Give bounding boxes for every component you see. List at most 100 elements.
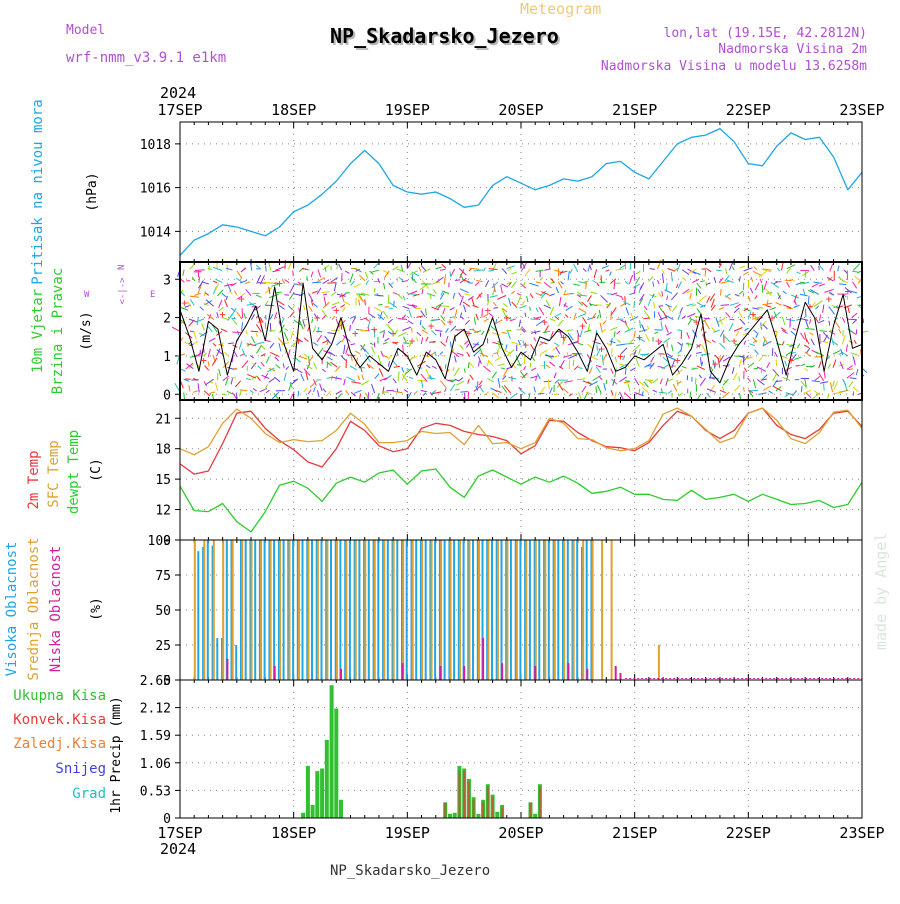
wind-arrow <box>732 267 734 271</box>
footer-station: NP_Skadarsko_Jezero <box>330 863 490 879</box>
wind-arrow <box>726 268 727 274</box>
wind-arrow <box>369 365 374 369</box>
cloud-bar <box>402 663 404 680</box>
wind-arrow <box>279 305 284 309</box>
x-year-bottom: 2024 <box>160 840 196 858</box>
wind-arrow <box>732 367 734 373</box>
wind-arrow <box>266 390 269 393</box>
wind-arrow <box>530 283 539 286</box>
cloud-bar <box>232 540 234 680</box>
wind-arrow <box>707 269 712 272</box>
cloud-bar <box>586 669 588 680</box>
wind-arrow <box>844 382 847 390</box>
wind-gust-marker: + <box>409 335 416 348</box>
cloud-bar <box>355 540 357 680</box>
x-day-label-top: 17SEP <box>157 101 202 119</box>
wind-arrow <box>805 368 809 371</box>
x-day-label-top: 20SEP <box>498 101 543 119</box>
wind-arrow <box>335 366 340 371</box>
wind-arrow <box>440 352 443 355</box>
wind-arrow <box>573 264 577 272</box>
wind-arrow <box>599 310 601 317</box>
wind-arrow <box>293 305 295 309</box>
wind-arrow <box>455 356 457 363</box>
wind-arrow <box>443 308 445 314</box>
wind-arrow <box>806 320 809 328</box>
wind-arrow <box>246 379 251 380</box>
panel-frame-pressure <box>180 122 862 262</box>
wind-arrow <box>748 363 754 368</box>
wind-arrow <box>317 335 322 342</box>
wind-arrow <box>350 366 357 370</box>
cloud-bar <box>283 540 285 680</box>
wind-arrow <box>672 305 676 311</box>
wind-arrow <box>304 305 305 310</box>
wind-arrow <box>819 265 823 270</box>
wind-arrow <box>423 393 426 396</box>
wind-arrow <box>289 383 292 391</box>
wind-arrow <box>374 342 375 347</box>
wind-arrow <box>291 331 294 339</box>
wind-arrow <box>265 323 266 329</box>
cloud-bar <box>241 540 243 680</box>
wind-arrow <box>744 341 745 345</box>
wind-arrow <box>226 268 232 270</box>
wind-arrow <box>227 391 233 394</box>
wind-arrow <box>196 319 205 322</box>
wind-arrow <box>345 271 349 273</box>
cloud-bar <box>472 540 474 680</box>
wind-arrow <box>309 306 313 312</box>
wind-arrow <box>256 333 257 337</box>
wind-arrow <box>495 357 501 361</box>
wind-arrow <box>284 332 288 341</box>
cloud-bar <box>557 540 559 680</box>
y-tick-label: 3 <box>163 273 171 288</box>
precip-bar <box>495 812 499 818</box>
wind-arrow <box>810 319 811 324</box>
wind-arrow <box>644 306 647 310</box>
wind-arrow <box>527 296 528 302</box>
wind-arrow <box>801 333 805 340</box>
wind-arrow <box>474 270 484 271</box>
wind-arrow <box>215 383 218 391</box>
wind-arrow <box>504 385 510 393</box>
wind-arrow <box>628 384 630 392</box>
wind-arrow <box>511 291 515 294</box>
wind-arrow <box>707 283 711 285</box>
y-tick-label: 100 <box>148 534 171 549</box>
wind-arrow <box>739 376 740 381</box>
precip-bar <box>533 814 537 818</box>
wind-arrow <box>616 295 622 297</box>
precip-bar <box>473 800 475 818</box>
wind-arrow <box>667 296 668 300</box>
wind-gust-marker: + <box>276 277 283 290</box>
wind-arrow <box>323 294 327 295</box>
wind-gust-marker: + <box>484 304 491 317</box>
wind-arrow <box>695 378 696 384</box>
wind-arrow <box>573 360 574 366</box>
wind-arrow <box>331 292 336 296</box>
wind-arrow <box>282 318 285 324</box>
wind-arrow <box>579 392 581 399</box>
wind-arrow <box>719 308 724 310</box>
cloud-bar <box>302 540 304 680</box>
sfc-temp-axis-label: SFC Temp <box>46 440 62 507</box>
wind-arrow <box>853 387 858 392</box>
cloud-bar <box>501 540 503 680</box>
wind-arrow <box>484 268 486 272</box>
wind-arrow <box>662 270 664 275</box>
wind-arrow <box>318 390 320 397</box>
wind-arrow <box>654 332 658 333</box>
wind-arrow <box>815 352 823 356</box>
x-day-label-top: 18SEP <box>271 101 316 119</box>
wind-arrow <box>314 363 317 369</box>
wind-arrow <box>697 366 705 370</box>
wind-arrow <box>292 379 298 384</box>
wind-arrow <box>374 262 380 268</box>
wind-arrow <box>347 377 356 381</box>
wind-arrow <box>776 360 777 367</box>
wind-arrow <box>501 284 508 287</box>
cloud-bar <box>368 540 370 680</box>
wind-arrow <box>550 388 553 394</box>
